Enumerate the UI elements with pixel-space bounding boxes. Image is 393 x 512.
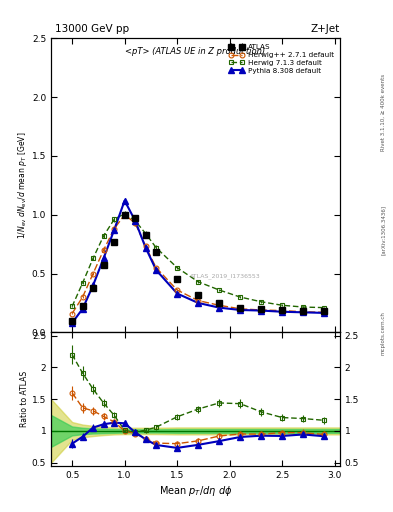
Legend: ATLAS, Herwig++ 2.7.1 default, Herwig 7.1.3 default, Pythia 8.308 default: ATLAS, Herwig++ 2.7.1 default, Herwig 7.…	[226, 42, 336, 76]
Y-axis label: Ratio to ATLAS: Ratio to ATLAS	[20, 371, 29, 427]
Text: Rivet 3.1.10, ≥ 400k events: Rivet 3.1.10, ≥ 400k events	[381, 74, 386, 151]
Text: ATLAS_2019_I1736553: ATLAS_2019_I1736553	[190, 274, 261, 280]
Text: <pT> (ATLAS UE in Z production): <pT> (ATLAS UE in Z production)	[125, 47, 266, 56]
Text: 13000 GeV pp: 13000 GeV pp	[55, 24, 129, 34]
Text: [arXiv:1306.3436]: [arXiv:1306.3436]	[381, 205, 386, 255]
Y-axis label: $1/N_\mathrm{ev}\ dN_\mathrm{ev}/d\ \mathrm{mean}\ p_T\ [\mathrm{GeV}]$: $1/N_\mathrm{ev}\ dN_\mathrm{ev}/d\ \mat…	[16, 132, 29, 239]
X-axis label: Mean $p_T/d\eta\ d\phi$: Mean $p_T/d\eta\ d\phi$	[159, 484, 232, 498]
Text: mcplots.cern.ch: mcplots.cern.ch	[381, 311, 386, 355]
Text: Z+Jet: Z+Jet	[311, 24, 340, 34]
